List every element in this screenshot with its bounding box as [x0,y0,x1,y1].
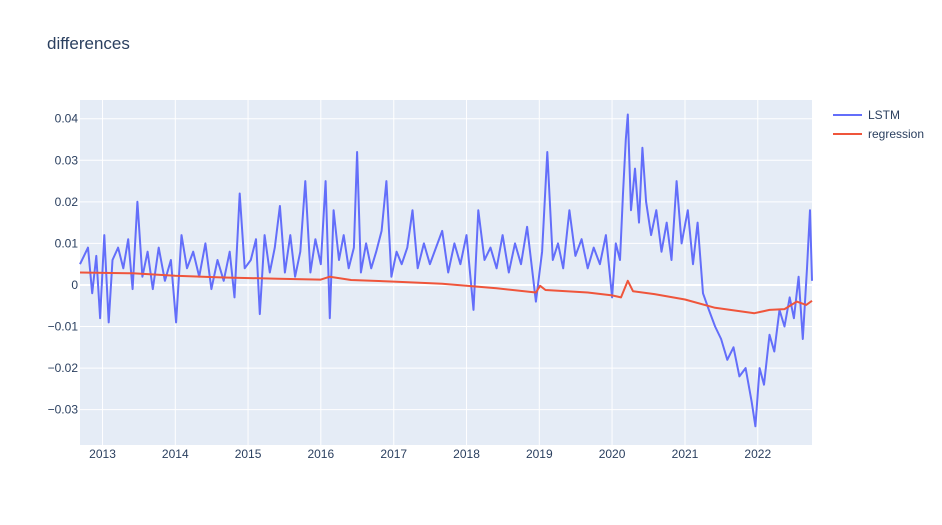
y-tick-label: −0.02 [48,361,79,375]
y-tick-label: 0.03 [55,153,79,167]
y-tick-label: 0.02 [55,195,79,209]
plot-area [80,100,812,445]
x-tick-label: 2016 [307,447,334,461]
y-gridlines [80,118,812,411]
series-lines [79,113,813,428]
x-tick-label: 2021 [672,447,699,461]
x-tick-label: 2018 [453,447,480,461]
y-axis-tick-labels: 0.04 0.03 0.02 0.01 0 −0.01 −0.02 −0.03 [48,112,79,417]
x-tick-label: 2013 [89,447,116,461]
y-tick-label: 0.04 [55,112,79,126]
legend-label: LSTM [868,108,900,122]
x-tick-label: 2017 [380,447,407,461]
x-tick-label: 2022 [744,447,771,461]
legend[interactable]: LSTM regression [833,108,924,141]
x-tick-label: 2019 [526,447,553,461]
x-axis-tick-labels: 2013 2014 2015 2016 2017 2018 2019 2020 2021 2022 [89,447,771,461]
x-tick-label: 2015 [235,447,262,461]
series-line-lstm [79,113,813,428]
x-tick-label: 2014 [162,447,189,461]
series-line-regression [79,271,813,315]
y-tick-label: 0 [71,278,78,292]
legend-item-lstm[interactable]: LSTM [833,108,900,122]
chart-title: differences [47,34,130,53]
legend-label: regression [868,127,924,141]
y-tick-label: −0.01 [48,320,79,334]
y-tick-label: −0.03 [48,403,79,417]
x-tick-label: 2020 [599,447,626,461]
y-tick-label: 0.01 [55,236,79,250]
legend-item-regression[interactable]: regression [833,127,924,141]
